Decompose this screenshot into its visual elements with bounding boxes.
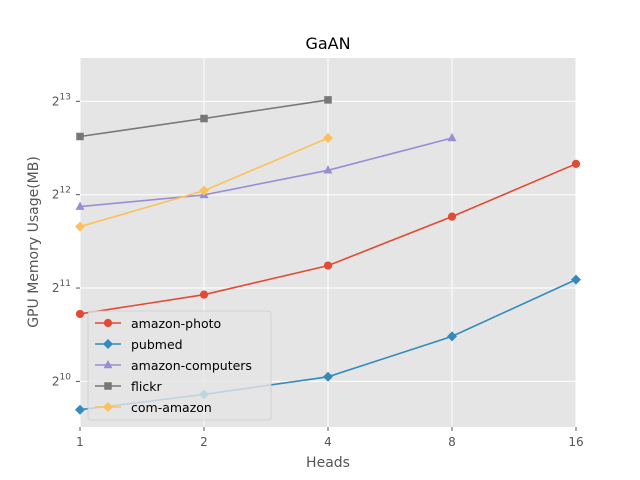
data-point bbox=[323, 261, 333, 270]
x-axis-label: Heads bbox=[306, 455, 350, 471]
data-point bbox=[103, 402, 113, 412]
y-tick-label: 213 bbox=[52, 92, 71, 108]
data-point bbox=[103, 318, 113, 328]
y-axis-label: GPU Memory Usage(MB) bbox=[26, 156, 42, 328]
legend-label: pubmed bbox=[131, 337, 183, 352]
x-tick-label: 8 bbox=[448, 435, 456, 449]
legend-item: pubmed bbox=[95, 337, 183, 352]
legend-label: amazon-computers bbox=[131, 358, 252, 373]
series-markers-amazon-photo bbox=[75, 159, 581, 319]
x-axis: 1 2 4 8 16 bbox=[76, 427, 584, 449]
legend-label: flickr bbox=[131, 379, 162, 394]
data-point bbox=[76, 132, 84, 141]
y-tick-label: 210 bbox=[52, 372, 71, 388]
y-tick-label: 211 bbox=[52, 279, 71, 295]
chart-title: GaAN bbox=[305, 34, 350, 53]
y-tick-label: 212 bbox=[52, 186, 71, 202]
data-point bbox=[75, 221, 85, 232]
y-axis: 210 211 212 213 bbox=[52, 92, 80, 388]
x-tick-label: 2 bbox=[200, 435, 208, 449]
legend: amazon-photo pubmed amazon-computers flickr… bbox=[87, 310, 272, 421]
data-point bbox=[447, 331, 457, 342]
series-markers-flickr bbox=[76, 96, 332, 141]
data-point bbox=[323, 132, 333, 143]
legend-item: com-amazon bbox=[95, 400, 212, 415]
data-point bbox=[323, 371, 333, 382]
data-point bbox=[103, 360, 113, 369]
data-point bbox=[324, 96, 332, 104]
legend-item: flickr bbox=[95, 379, 162, 394]
data-point bbox=[199, 185, 209, 196]
legend-label: amazon-photo bbox=[131, 316, 221, 331]
legend-label: com-amazon bbox=[131, 400, 212, 415]
x-tick-label: 16 bbox=[568, 435, 583, 449]
legend-item: amazon-photo bbox=[95, 316, 221, 331]
data-point bbox=[323, 165, 333, 174]
data-point bbox=[571, 159, 581, 168]
legend-box bbox=[87, 310, 272, 421]
data-point bbox=[103, 339, 113, 349]
series-markers bbox=[75, 96, 581, 415]
series-markers-pubmed bbox=[75, 274, 581, 415]
series-markers-com-amazon bbox=[75, 132, 333, 232]
series-line-amazon-computers bbox=[79, 137, 453, 208]
data-point bbox=[104, 382, 112, 390]
data-point bbox=[75, 201, 85, 210]
data-point bbox=[200, 114, 208, 123]
x-tick-label: 4 bbox=[324, 435, 332, 449]
data-point bbox=[447, 132, 457, 142]
data-point bbox=[199, 290, 209, 299]
data-point bbox=[75, 309, 85, 319]
data-point bbox=[447, 212, 457, 221]
data-point bbox=[75, 404, 85, 415]
x-tick-label: 1 bbox=[76, 435, 84, 449]
data-point bbox=[571, 274, 581, 285]
legend-item: amazon-computers bbox=[95, 358, 252, 373]
